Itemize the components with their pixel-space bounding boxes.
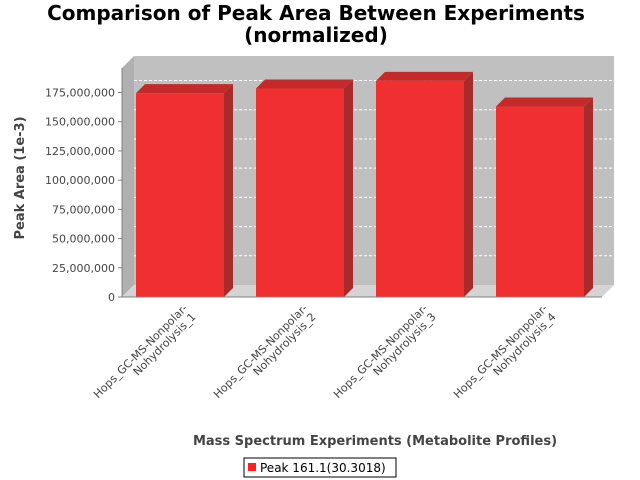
y-tick-label: 100,000,000 [45,174,115,187]
x-tick-label-line: Hops_GC-MS-Nonpolar- [91,302,190,401]
bar-side [464,71,473,297]
x-tick-label: Hops_GC-MS-Nonpolar-Nohydrolysis_3 [331,302,439,410]
plot-area [122,56,614,297]
x-axis-title: Mass Spectrum Experiments (Metabolite Pr… [193,434,557,449]
y-axis-title: Peak Area (1e-3) [13,116,28,239]
x-tick-label-line: Hops_GC-MS-Nonpolar- [211,302,310,401]
bar-top [136,84,233,94]
bar-top [256,79,353,89]
y-axis: 0 25,000,000 50,000,000 75,000,000 100,000,0… [45,68,123,304]
legend-label: Peak 161.1(30.3018) [260,461,386,475]
y-tick-label: 0 [108,291,115,304]
legend-box [243,457,397,478]
y-tick-label: 75,000,000 [52,203,115,216]
bar [136,84,233,297]
x-axis: Hops_GC-MS-Nonpolar-Nohydrolysis_1 Hops_G… [91,296,602,410]
bar-front [256,88,344,297]
plot-back-wall [134,56,614,285]
y-tick-label: 50,000,000 [52,233,115,246]
chart-title-line-2: (normalized) [244,23,388,47]
bar-front [376,80,464,297]
bar-front [496,106,584,297]
y-tick-label: 125,000,000 [45,145,115,158]
x-tick-label: Hops_GC-MS-Nonpolar-Nohydrolysis_4 [451,302,559,410]
bar-side [584,97,593,297]
bar-top [376,71,473,81]
bar-side [344,79,353,297]
legend-swatch [248,463,256,471]
x-tick-label-line: Hops_GC-MS-Nonpolar- [451,302,550,401]
bars [136,71,593,297]
x-tick-label: Hops_GC-MS-Nonpolar-Nohydrolysis_2 [211,302,319,410]
chart-title-line-1: Comparison of Peak Area Between Experime… [47,1,585,25]
bar [496,97,593,297]
y-tick-label: 175,000,000 [45,87,115,100]
plot-floor [122,285,614,297]
legend: Peak 161.1(30.3018) [243,457,397,478]
x-tick-label-line: Hops_GC-MS-Nonpolar- [331,302,430,401]
bar-front [136,93,224,297]
bar-top [496,97,593,107]
bar [376,71,473,297]
plot-left-wall [122,56,134,297]
bar [256,79,353,297]
x-tick-label: Hops_GC-MS-Nonpolar-Nohydrolysis_1 [91,302,199,410]
y-tick-label: 25,000,000 [52,262,115,275]
y-tick-label: 150,000,000 [45,116,115,129]
bar-side [224,84,233,297]
